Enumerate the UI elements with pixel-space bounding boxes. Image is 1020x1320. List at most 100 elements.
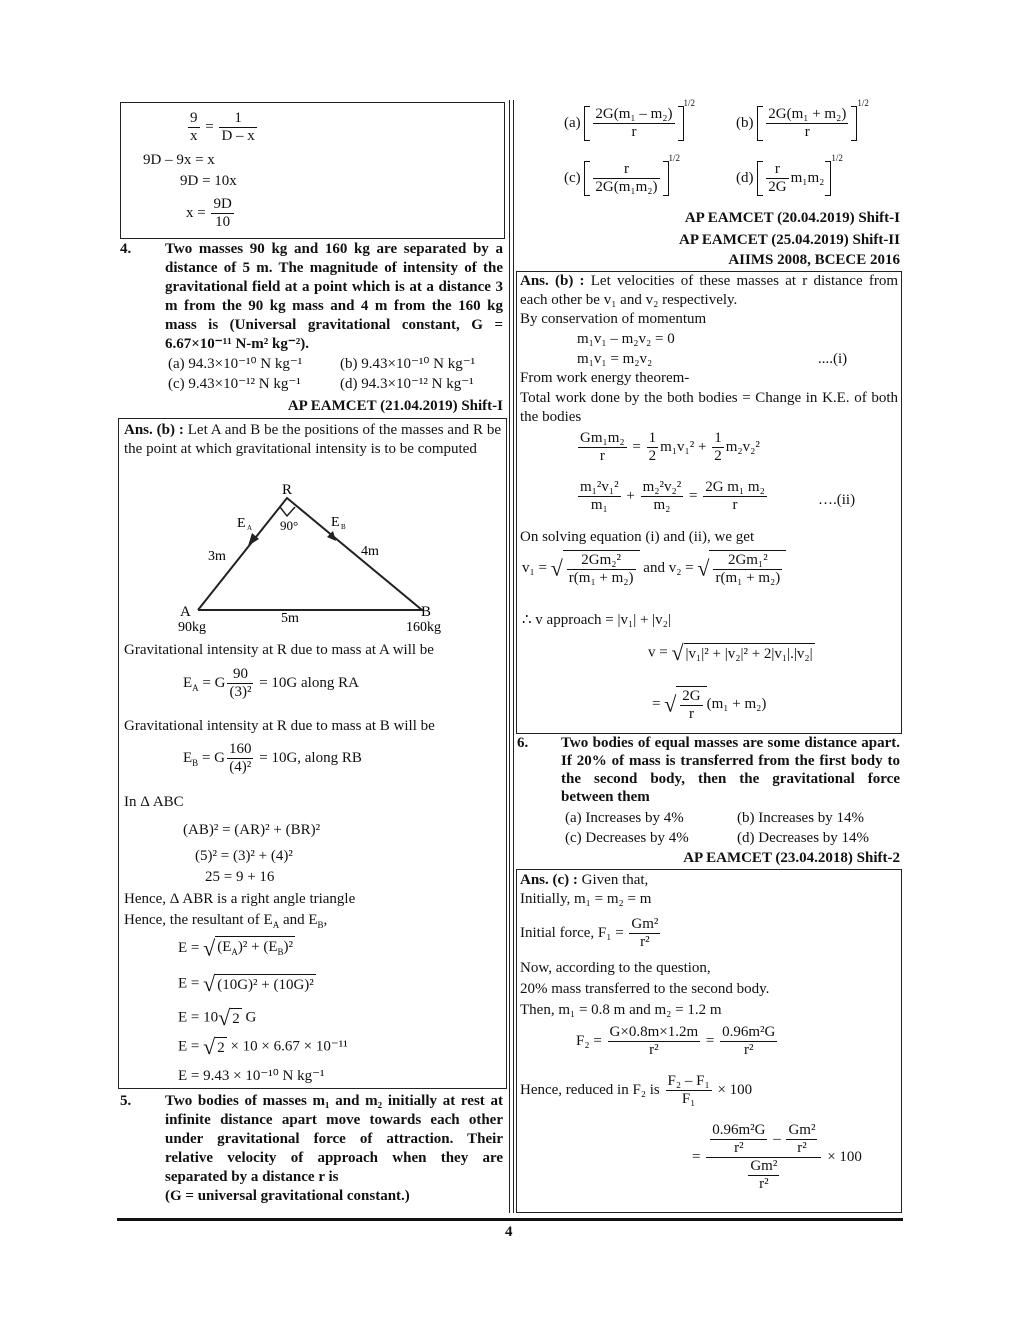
fraction: G×0.8m×1.2m r² (607, 1024, 701, 1059)
fraction: 2G r (680, 688, 703, 723)
radical-sign: √ (671, 640, 684, 665)
denominator: F₁ (666, 1091, 712, 1108)
fraction: Gm² r² (786, 1122, 818, 1157)
fraction: m₁²v₁² m₁ (578, 479, 621, 514)
denominator: r² (629, 934, 660, 951)
radicand: 2Gm₁² r(m₁ + m₂) (709, 550, 787, 587)
option-b[interactable]: (b) 2G(m₁ + m₂) r 1/2 (736, 98, 869, 141)
radicand: 2 (215, 1037, 227, 1057)
denominator: Gm² r² (706, 1158, 821, 1193)
option-d[interactable]: (d) r 2G m₁m₂ 1/2 (736, 153, 843, 196)
option-d[interactable]: (d) 94.3×10⁻¹² N kg⁻¹ (340, 376, 474, 392)
question-text: Two bodies of masses m₁ and m₂ initially… (165, 1093, 503, 1185)
subscript: B (192, 757, 199, 768)
answer-box-q6 (516, 869, 902, 1213)
question-text: Two bodies of equal masses are some dist… (561, 735, 900, 805)
option-a[interactable]: (a) 2G(m₁ – m₂) r 1/2 (564, 98, 695, 141)
answer-box-q4 (118, 418, 507, 1089)
radical-sign: √ (203, 971, 216, 996)
text: Gm² (750, 1158, 778, 1174)
numerator: r (593, 161, 660, 179)
denominator: (3)² (227, 684, 253, 701)
option-b[interactable]: (b) Increases by 14% (737, 810, 865, 826)
option-c[interactable]: (c) r 2G(m₁m₂) 1/2 (564, 153, 680, 196)
denominator: r(m₁ + m₂) (567, 570, 636, 587)
equation: E = √ (EA)² + (EB)² (178, 936, 295, 961)
fraction: r 2G (766, 161, 789, 196)
denominator: (4)² (227, 759, 254, 776)
fraction: Gm² r² (748, 1158, 780, 1193)
answer-intro: Ans. (c) : Given that, (520, 871, 648, 889)
text: (AB)² = (AR)² + (BR)² (183, 822, 321, 838)
numerator: 2Gm₁² (713, 552, 783, 570)
text: From work energy theorem- (520, 370, 690, 386)
square-root: √ (EA)² + (EB)² (203, 936, 295, 961)
text: By conservation of momentum (520, 311, 707, 327)
numerator: 2G (680, 688, 703, 706)
label-a: A (180, 604, 191, 620)
text: x (190, 128, 198, 144)
text: = (201, 118, 218, 135)
subscript: A (272, 920, 280, 930)
equation: ∴ v approach = |v₁| + |v₂| (522, 611, 671, 629)
text: Let A and B be the positions of the mass… (124, 422, 502, 457)
equation: Hence, reduced in F₂ is F₂ – F₁ F₁ × 100 (520, 1073, 752, 1108)
text: = (628, 438, 645, 455)
equation: 9D – 9x = x (143, 151, 215, 169)
answer-line: From work energy theorem- (520, 369, 689, 387)
denominator: r (578, 448, 627, 465)
answer-line: By conservation of momentum (520, 310, 706, 328)
text: F₁ (681, 1091, 696, 1107)
radical-sign: √ (203, 935, 216, 961)
label-b-mass: 160kg (406, 620, 441, 635)
text: (d) (736, 169, 758, 186)
fraction: 90 (3)² (227, 666, 254, 701)
text: Ans. (b) : (520, 273, 585, 289)
answer-intro: Ans. (b) : Let velocities of these masse… (520, 272, 898, 310)
label-b: B (421, 604, 431, 620)
text: r (688, 706, 694, 722)
numerator: 9D (211, 196, 234, 214)
text: 1 (234, 110, 242, 126)
text: 20% mass transferred to the second body. (520, 981, 770, 997)
square-root: √ 2G r (664, 686, 707, 723)
option-a[interactable]: (a) 94.3×10⁻¹⁰ N kg⁻¹ (168, 356, 303, 372)
text: r² (797, 1140, 807, 1156)
numerator: 1 (646, 430, 659, 448)
text: 2G(m₁m₂) (595, 179, 658, 195)
option-c[interactable]: (c) 9.43×10⁻¹² N kg⁻¹ (168, 376, 301, 392)
equation: E = 9.43 × 10⁻¹⁰ N kg⁻¹ (178, 1067, 325, 1085)
subscript: B (317, 920, 324, 930)
text: Hence, Δ ABR is a right angle triangle (124, 891, 356, 907)
text: (4)² (229, 759, 252, 775)
option-c[interactable]: (c) Decreases by 4% (565, 830, 689, 846)
text: r(m₁ + m₂) (568, 570, 634, 586)
equation: EA = G 90 (3)² = 10G along RA (183, 666, 359, 701)
footer-rule (117, 1218, 903, 1221)
text: 2G (682, 688, 701, 704)
text: 0.96m²G (712, 1122, 766, 1138)
denominator: r² (748, 1176, 779, 1193)
answer-line: On solving equation (i) and (ii), we get (520, 528, 754, 546)
fraction: 2G(m₁ – m₂) r (593, 106, 675, 141)
subscript: A (231, 947, 238, 957)
option-d[interactable]: (d) Decreases by 14% (737, 830, 870, 846)
text: r (804, 124, 810, 140)
exponent: 1/2 (668, 153, 681, 163)
equation-ref: ….(ii) (818, 491, 855, 509)
exam-source: AP EAMCET (21.04.2019) Shift-I (287, 398, 503, 414)
numerator: Gm² (629, 916, 661, 934)
option-b[interactable]: (b) 9.43×10⁻¹⁰ N kg⁻¹ (340, 356, 476, 372)
text: 25 = 9 + 16 (205, 869, 275, 885)
text: m₁v₁² + (660, 438, 711, 455)
fraction: 2G(m₁ + m₂) r (766, 106, 849, 141)
answer-line: Then, m₁ = 0.8 m and m₂ = 1.2 m (520, 1001, 722, 1019)
option-a[interactable]: (a) Increases by 4% (565, 810, 684, 826)
text: (5)² = (3)² + (4)² (195, 848, 293, 864)
equation: Gm₁m₂ r = 1 2 m₁v₁² + 1 2 m₂v₂² (576, 430, 760, 465)
radical-sign: √ (203, 1034, 216, 1059)
answer-box-q3 (120, 102, 505, 239)
column-divider (509, 100, 510, 1213)
